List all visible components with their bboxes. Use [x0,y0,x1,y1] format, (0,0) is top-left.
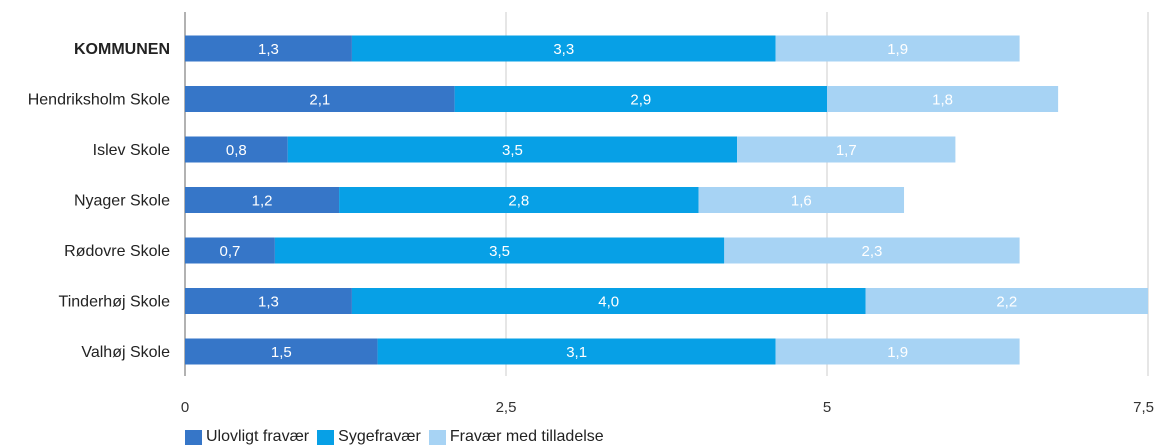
data-label: 1,7 [836,142,857,159]
x-tick-label: 7,5 [1133,399,1154,416]
legend-item: Fravær med tilladelse [428,428,604,446]
bar-segment [865,288,1148,314]
data-label: 1,3 [258,41,279,58]
x-tick-label: 2,5 [496,399,517,416]
data-label: 1,2 [252,193,273,210]
x-tick-labels: 0 2,5 5 7,5 [181,399,1154,416]
bar-segment [454,86,827,112]
bar-segment [351,35,776,62]
bar-segment [185,35,352,62]
legend-label: Sygefravær [338,428,421,445]
data-label: 1,9 [887,344,908,361]
bar-segment [287,136,738,163]
bar-segment [185,187,340,213]
legend-label: Fravær med tilladelse [449,428,604,445]
data-label: 3,3 [553,41,574,58]
data-label: 3,5 [502,142,523,159]
bar-segment [185,338,378,365]
bar-segment [775,35,1020,62]
bar-segment [274,237,725,264]
bar-segment [827,86,1059,112]
bar-segment [351,288,866,314]
data-label: 3,1 [566,344,587,361]
data-label: 3,5 [489,243,510,260]
category-label: Hendriksholm Skole [28,92,170,109]
bar-segment [185,86,455,112]
bar-segment [377,338,776,365]
data-label: 2,3 [862,243,883,260]
bars: 1,3 3,3 1,9 2,1 2,9 1,8 0,8 3,5 1,7 1,2 2,8 1,6 0,7 3… [185,35,1148,365]
data-label: 2,1 [309,92,330,109]
x-tick-label: 0 [181,399,189,416]
category-label: Rødovre Skole [64,243,170,260]
bar-segment [339,187,699,213]
data-label: 1,6 [791,193,812,210]
bar-segment [185,237,275,264]
bar-segment [775,338,1020,365]
data-label: 1,3 [258,294,279,311]
bar-segment [185,136,288,163]
bar-segment [724,237,1020,264]
data-label: 1,8 [932,92,953,109]
data-label: 2,2 [996,294,1017,311]
legend-label: Ulovligt fravær [206,428,310,445]
data-label: 2,9 [630,92,651,109]
data-label: 0,7 [220,243,241,260]
data-label: 2,8 [508,193,529,210]
legend-item: Ulovligt fravær [185,428,309,446]
data-label: 1,9 [887,41,908,58]
category-label: Nyager Skole [74,193,170,210]
bar-segment [698,187,905,213]
legend-item: Sygefravær [317,428,421,446]
category-label: KOMMUNEN [74,41,170,58]
category-labels: KOMMUNEN Hendriksholm Skole Islev Skole Nya… [28,41,170,361]
bar-segment [737,136,956,163]
legend-swatch [185,429,202,445]
data-label: 0,8 [226,142,247,159]
x-tick-label: 5 [823,399,831,416]
legend-swatch [428,429,446,445]
category-label: Islev Skole [93,142,170,159]
data-label: 1,5 [271,344,292,361]
category-label: Valhøj Skole [81,344,170,361]
legend-swatch [317,429,335,445]
category-label: Tinderhøj Skole [59,294,171,311]
legend: Ulovligt fravær Sygefravær Fravær med till… [185,428,604,446]
bar-segment [185,288,352,314]
data-label: 4,0 [598,294,619,311]
